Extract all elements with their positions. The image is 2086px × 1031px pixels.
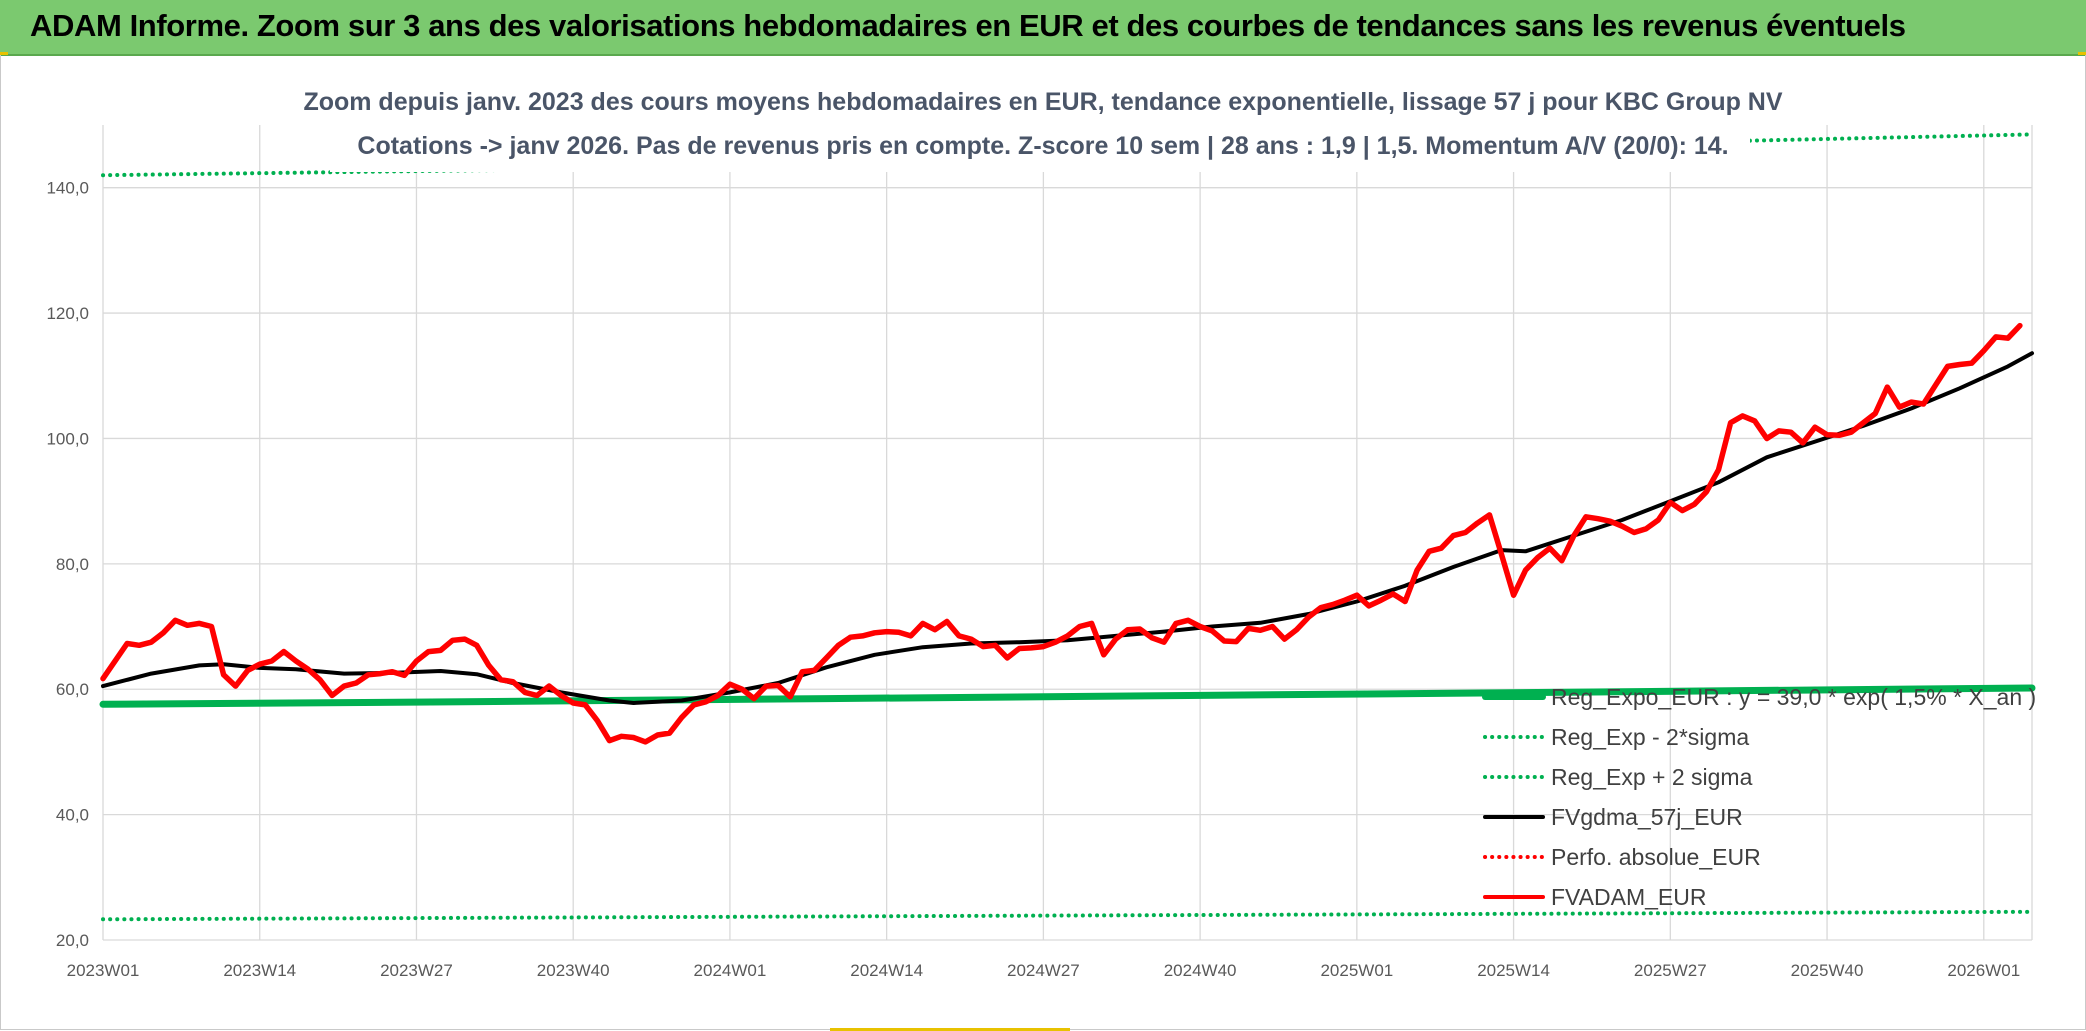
y-tick-label: 40,0 [56,806,89,825]
x-tick-label: 2025W14 [1477,961,1550,980]
report-title: ADAM Informe. Zoom sur 3 ans des valoris… [30,8,1906,43]
legend-label: FVADAM_EUR [1551,884,1707,910]
x-tick-label: 2024W27 [1007,961,1080,980]
x-tick-label: 2024W40 [1164,961,1237,980]
report-header-banner: ADAM Informe. Zoom sur 3 ans des valoris… [0,0,2086,56]
corner-accent-left [0,52,8,55]
x-tick-label: 2023W40 [537,961,610,980]
trend-lower-band-line [101,909,2034,922]
chart-subtitle: Cotations -> janv 2026. Pas de revenus p… [357,132,1728,160]
x-tick-label: 2025W01 [1320,961,1393,980]
x-tick-label: 2026W01 [1947,961,2020,980]
x-tick-label: 2025W40 [1791,961,1864,980]
legend-label: FVgdma_57j_EUR [1551,804,1743,830]
chart-title: Zoom depuis janv. 2023 des cours moyens … [303,88,1782,116]
smoothed-57d-line [101,351,2034,705]
corner-accent-right [2078,52,2086,55]
legend-label: Reg_Expo_EUR : y = 39,0 * exp( 1,5% * X_… [1551,684,2036,710]
x-tick-label: 2024W14 [850,961,923,980]
trend-expo-line [99,684,2036,708]
x-tick-label: 2024W01 [694,961,767,980]
y-tick-label: 140,0 [46,179,89,198]
y-tick-label: 80,0 [56,555,89,574]
legend-label: Reg_Exp + 2 sigma [1551,764,1753,790]
y-tick-label: 20,0 [56,931,89,950]
bottom-accent [830,1028,1070,1031]
y-tick-label: 120,0 [46,304,89,323]
chart-legend: Reg_Expo_EUR : y = 39,0 * exp( 1,5% * X_… [1482,684,2036,910]
x-tick-label: 2023W01 [67,961,140,980]
x-tick-label: 2025W27 [1634,961,1707,980]
axis-labels: 140,0 120,0 100,0 80,0 60,0 40,0 20,0 2023W01 20… [46,179,2020,980]
y-tick-label: 60,0 [56,680,89,699]
legend-label: Perfo. absolue_EUR [1551,844,1761,870]
y-tick-label: 100,0 [46,429,89,448]
gridlines [102,125,2033,941]
fvadam-price-line [100,322,2023,745]
series-lines [99,132,2036,922]
chart-titles: Zoom depuis janv. 2023 des cours moyens … [303,80,1783,172]
legend-label: Reg_Exp - 2*sigma [1551,724,1749,750]
x-tick-label: 2023W27 [380,961,453,980]
x-tick-label: 2023W14 [223,961,296,980]
